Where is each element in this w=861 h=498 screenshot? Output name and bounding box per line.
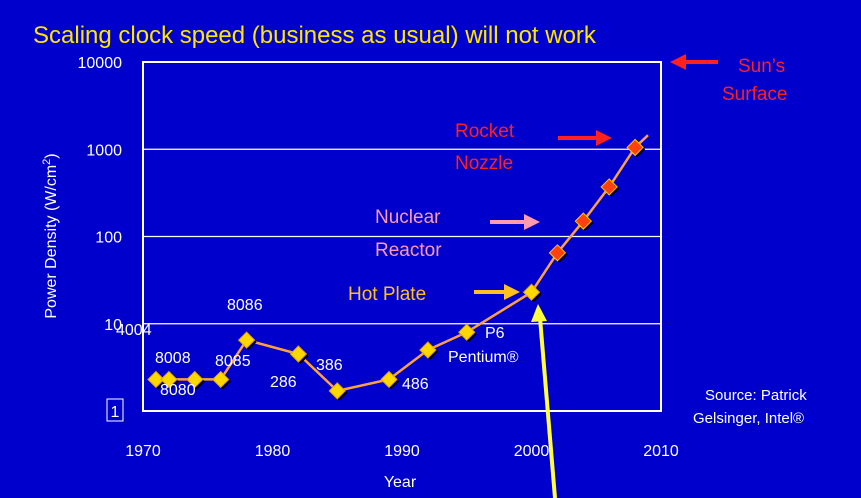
y-tick-label: 1 bbox=[111, 404, 120, 421]
data-point bbox=[186, 370, 204, 389]
point-label-8080: 8080 bbox=[160, 382, 196, 399]
y-tick-label: 10000 bbox=[78, 55, 123, 72]
data-point bbox=[419, 341, 437, 359]
y-tick-label: 10 bbox=[104, 317, 122, 334]
y-axis-label-main: Power Density (W/cm bbox=[43, 165, 60, 319]
yellow-pointer-arrow-shaft bbox=[538, 317, 557, 498]
point-label-8085: 8085 bbox=[215, 353, 251, 370]
yellow-pointer-arrow bbox=[531, 304, 557, 498]
x-tick-label: 1990 bbox=[384, 443, 420, 460]
data-point bbox=[328, 382, 346, 400]
arrow-rocket-nozzle-icon bbox=[596, 130, 612, 146]
y-tick-label: 100 bbox=[95, 230, 122, 247]
data-point bbox=[574, 212, 593, 230]
arrow-suns-surface-icon bbox=[670, 54, 686, 70]
point-label-8008: 8008 bbox=[155, 350, 191, 367]
x-tick-label: 2000 bbox=[514, 443, 550, 460]
source-note: Source: Patrick Gelsinger, Intel® bbox=[693, 387, 807, 427]
point-label-pentium: Pentium® bbox=[448, 349, 519, 366]
y-axis-ticks: 1 10 100 1000 10000 bbox=[78, 55, 124, 422]
y-tick-box-1 bbox=[106, 398, 124, 422]
point-label-8086: 8086 bbox=[227, 297, 263, 314]
data-point bbox=[237, 331, 256, 349]
data-point bbox=[160, 370, 178, 389]
annotation-hot-plate-label: Hot Plate bbox=[348, 284, 426, 305]
annotation-rocket-nozzle-line2: Nozzle bbox=[455, 153, 513, 174]
annotation-suns-surface: Sun’s Surface bbox=[670, 54, 787, 105]
data-point bbox=[600, 178, 618, 196]
y-axis-label-close: ) bbox=[43, 153, 60, 158]
data-point bbox=[626, 138, 644, 157]
point-label-4004: 4004 bbox=[116, 322, 152, 339]
annotation-nuclear-reactor-line1: Nuclear bbox=[375, 207, 441, 228]
data-point bbox=[458, 323, 476, 341]
annotation-hot-plate: Hot Plate bbox=[348, 284, 520, 305]
x-tick-label: 1970 bbox=[125, 443, 161, 460]
series-line bbox=[155, 134, 649, 393]
annotation-nuclear-reactor-line2: Reactor bbox=[375, 240, 442, 261]
point-label-486: 486 bbox=[402, 376, 429, 393]
annotation-suns-surface-line1: Sun’s bbox=[738, 56, 785, 77]
annotation-rocket-nozzle-line1: Rocket bbox=[455, 121, 515, 142]
data-point bbox=[548, 244, 567, 262]
point-label-p6: P6 bbox=[485, 325, 505, 342]
annotation-suns-surface-line2: Surface bbox=[722, 84, 787, 105]
series-power-density bbox=[147, 134, 649, 401]
arrow-hot-plate-icon bbox=[504, 284, 520, 300]
x-axis-ticks: 1970 1980 1990 2000 2010 bbox=[125, 443, 679, 460]
data-point bbox=[380, 370, 398, 389]
processor-labels: 4004 8008 8080 8085 8086 286 386 486 P6 … bbox=[116, 297, 519, 399]
annotation-rocket-nozzle: Rocket Nozzle bbox=[455, 121, 612, 174]
x-tick-label: 1980 bbox=[255, 443, 291, 460]
point-label-386: 386 bbox=[316, 357, 343, 374]
yellow-pointer-arrow-icon bbox=[531, 304, 547, 322]
y-tick-label: 1000 bbox=[86, 142, 122, 159]
data-point bbox=[522, 283, 541, 301]
y-axis-label-superscript: 2 bbox=[41, 159, 53, 165]
x-axis-label: Year bbox=[384, 474, 417, 491]
annotation-nuclear-reactor: Nuclear Reactor bbox=[375, 207, 540, 261]
arrow-nuclear-reactor-icon bbox=[524, 214, 540, 230]
x-tick-label: 2010 bbox=[643, 443, 679, 460]
chart-title: Scaling clock speed (business as usual) … bbox=[33, 22, 597, 49]
data-point bbox=[211, 370, 230, 389]
grid-lines bbox=[143, 148, 661, 325]
point-label-286: 286 bbox=[270, 374, 297, 391]
y-axis-label: Power Density (W/cm2) bbox=[41, 153, 60, 318]
source-note-line1: Source: Patrick bbox=[705, 387, 807, 404]
data-point bbox=[289, 345, 308, 363]
source-note-line2: Gelsinger, Intel® bbox=[693, 410, 804, 427]
data-point bbox=[147, 370, 165, 389]
